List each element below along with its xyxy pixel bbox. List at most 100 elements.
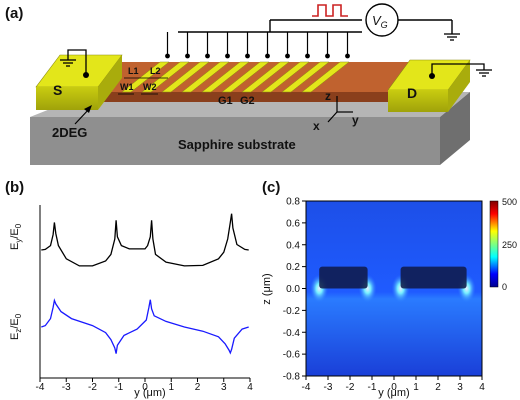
panel-c-xtick-label: 3	[457, 382, 463, 393]
ground-icon-drain	[476, 69, 492, 77]
panel-b-xtick-label: 2	[195, 382, 201, 393]
gate-finger	[261, 61, 310, 93]
panel-c: (c) -4 -3 -2 -1 0 1 2 3 4 0.8 0.6 0.4 0.2 0.0 -0.2 -0.4…	[261, 179, 517, 399]
gate-finger	[121, 61, 170, 93]
panel-c-xtick-label: 1	[413, 382, 419, 393]
colorbar-tick-0: 0	[502, 282, 507, 292]
gate-finger	[181, 61, 230, 93]
gate-finger-contact-dot	[325, 53, 330, 59]
twodeg-arrowhead	[84, 105, 92, 113]
ground-icon-source	[60, 59, 76, 67]
drain-label: D	[407, 85, 417, 101]
panel-c-xtick-label: -3	[324, 382, 333, 393]
gate-label-g2: G2	[240, 95, 255, 107]
vg-label-subscript: G	[381, 20, 388, 30]
panel-c-xtick-label: 2	[435, 382, 441, 393]
panel-b-xtick-label: 0	[142, 382, 148, 393]
source-ground-wire	[67, 49, 87, 75]
panel-c-xtick-label: -1	[368, 382, 377, 393]
pulse-waveform-icon	[312, 4, 348, 17]
gate-region	[400, 266, 467, 289]
panel-b-xtick-label: -2	[88, 382, 97, 393]
ey-curve	[41, 213, 249, 267]
substrate-side	[440, 92, 470, 165]
panel-c-ytick-label: -0.4	[283, 328, 301, 339]
panel-b-xtick-label: 1	[168, 382, 174, 393]
axis-label-x: x	[313, 119, 320, 133]
source-contact-front	[36, 87, 98, 110]
gate-finger	[241, 61, 290, 93]
ylabel-ez: Ez/E0	[9, 313, 23, 340]
gate-finger	[201, 61, 250, 93]
ez-curve	[41, 298, 249, 355]
panel-b-xlabel: y (μm)	[134, 387, 165, 399]
panel-c-xtick-label: -4	[302, 382, 311, 393]
gate-finger	[301, 61, 350, 93]
panel-c-ytick-label: 0.6	[286, 218, 300, 229]
dim-label-l1: L1	[128, 66, 139, 76]
ylabel-ey: Ey/E0	[9, 223, 23, 250]
gate-label-g1: G1	[218, 95, 233, 107]
drain-ground-wire	[431, 63, 485, 76]
panel-c-xtick-label: 0	[391, 382, 397, 393]
substrate-label: Sapphire substrate	[178, 137, 296, 152]
gate-finger	[281, 61, 330, 93]
panel-b-xtick-label: 3	[221, 382, 227, 393]
vg-label-main: V	[372, 13, 382, 28]
panel-b: (b) Ey/E0 Ez/E0 -4 -3 -2 -1 0 1 2 3 4 y (μm)	[5, 179, 253, 399]
gate-finger-contact-dot	[285, 53, 290, 59]
panel-c-ytick-label: 0.8	[286, 197, 300, 208]
panel-b-xtick-label: -1	[114, 382, 123, 393]
channel-front	[93, 92, 388, 102]
dim-label-l2: L2	[150, 66, 161, 76]
panel-c-xlabel: y (μm)	[378, 387, 409, 399]
gate-finger-contact-dot	[165, 53, 170, 59]
panel-b-xtick-label: 4	[247, 382, 253, 393]
drain-contact-side	[448, 60, 470, 112]
panel-c-xtick-label: -2	[346, 382, 355, 393]
dim-label-w1: W1	[120, 82, 134, 92]
gate-fingers	[121, 32, 350, 93]
substrate-front	[30, 117, 440, 165]
panel-c-label: (c)	[262, 179, 280, 196]
panel-b-xtick-label: -3	[62, 382, 71, 393]
gate-finger-contact-dot	[205, 53, 210, 59]
gate-finger-contact-dot	[225, 53, 230, 59]
panel-c-ytick-label: -0.6	[283, 350, 301, 361]
panel-a: (a) S D VG	[5, 3, 492, 165]
ground-icon-vg	[444, 33, 460, 41]
twodeg-label: 2DEG	[52, 125, 87, 140]
panel-c-ylabel: z (μm)	[261, 273, 273, 304]
gate-region	[319, 266, 368, 289]
panel-c-xtick-label: 4	[479, 382, 485, 393]
gate-finger-contact-dot	[185, 53, 190, 59]
panel-c-ytick-label: -0.8	[283, 372, 301, 383]
source-label: S	[53, 82, 62, 98]
gate-finger	[141, 61, 190, 93]
axis-label-y: y	[352, 113, 359, 127]
gate-finger-contact-dot	[345, 53, 350, 59]
gate-finger	[221, 61, 270, 93]
dim-label-w2: W2	[143, 82, 157, 92]
panel-b-label: (b)	[5, 179, 24, 196]
axis-triad-icon	[327, 96, 353, 123]
panel-b-xtick-label: -4	[36, 382, 45, 393]
drain-contact-front	[388, 90, 448, 112]
vg-label: VG	[372, 13, 388, 30]
gate-finger	[161, 61, 210, 93]
panel-c-ytick-label: -0.2	[283, 306, 301, 317]
panel-c-ytick-label: 0.4	[286, 240, 300, 251]
heatmap-gates	[319, 266, 467, 289]
panel-c-ytick-label: 0.2	[286, 262, 300, 273]
gate-finger-contact-dot	[305, 53, 310, 59]
gate-finger-contact-dot	[245, 53, 250, 59]
panel-a-label: (a)	[5, 5, 23, 22]
panel-c-axes: -4 -3 -2 -1 0 1 2 3 4 0.8 0.6 0.4 0.2 0.0 -0.2 -0.4 -0.6…	[283, 197, 485, 394]
panel-c-ytick-label: 0.0	[286, 284, 300, 295]
colorbar-tick-250: 250	[502, 240, 517, 250]
colorbar-tick-500: 500	[502, 197, 517, 207]
dimension-arrows	[118, 77, 168, 95]
panel-b-x-axis: -4 -3 -2 -1 0 1 2 3 4	[36, 205, 253, 393]
colorbar	[489, 200, 499, 288]
